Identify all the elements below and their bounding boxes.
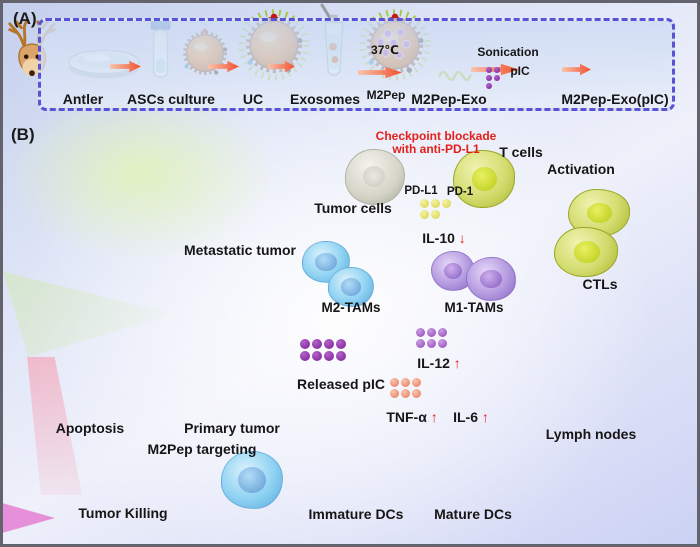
tnf-label: TNF-α ↑: [386, 409, 438, 425]
checkpoint-label-line1: Checkpoint blockade: [375, 129, 497, 143]
il12-up-arrow: ↑: [453, 355, 461, 371]
m2-tam-cell: [302, 241, 350, 283]
checkpoint-label-line2: with anti-PD-L1: [392, 142, 480, 156]
mature-dcs-label: Mature DCs: [434, 506, 512, 522]
t-cells-label: T cells: [499, 144, 543, 160]
released-pic-label: Released pIC: [297, 376, 385, 392]
process-arrow-icon: [208, 60, 239, 73]
pic-dots-icon: [486, 67, 507, 89]
il12-text: IL-12: [417, 355, 450, 371]
ctls-label: CTLs: [582, 276, 618, 292]
process-arrow-icon: [110, 60, 141, 73]
panel-b-label: (B): [11, 125, 35, 144]
panel-a-dashed-box: [38, 18, 675, 111]
step-label-exosomes: Exosomes: [289, 91, 361, 107]
il6-text: IL-6: [453, 409, 478, 425]
il6-up-arrow: ↑: [481, 409, 489, 425]
lymph-nodes-label: Lymph nodes: [545, 426, 637, 442]
tumor-killing-label: Tumor Killing: [78, 505, 168, 521]
released-pic-dots: [300, 339, 346, 361]
il10-dots: [420, 199, 454, 219]
m2-tam-cell: [328, 267, 374, 307]
pink-arrow-beam: [3, 503, 55, 533]
green-glow: [3, 86, 277, 262]
step-label-antler: Antler: [62, 91, 104, 107]
tumor-cells-label: Tumor cells: [314, 200, 392, 216]
primary-tumor-label: Primary tumor: [184, 420, 280, 436]
process-arrow-icon: [562, 63, 591, 76]
il12-dots: [416, 328, 452, 348]
immature-dcs-label: Immature DCs: [308, 506, 404, 522]
m1-tam-cell: [466, 257, 516, 301]
pic-label: pIC: [510, 64, 530, 78]
activation-label: Activation: [547, 161, 615, 177]
t-cell-illustration: [453, 150, 515, 208]
step-label-uc: UC: [242, 91, 264, 107]
m2-tams-label: M2-TAMs: [321, 300, 381, 315]
il10-down-arrow: ↓: [458, 230, 466, 246]
pd-1-label: PD-1: [446, 186, 474, 198]
green-beam: [3, 271, 173, 357]
m1-tams-label: M1-TAMs: [444, 300, 504, 315]
tnf-up-arrow: ↑: [430, 409, 438, 425]
temp-37c-label: 37℃: [371, 43, 399, 57]
il6-dots: [450, 375, 484, 395]
metastatic-tumor-label: Metastatic tumor: [183, 242, 297, 258]
process-arrow-icon: [358, 66, 402, 79]
ctl-cell-illustration: [554, 227, 618, 277]
tumor-cell-illustration: [345, 149, 405, 205]
m2pep-targeting-label: M2Pep targeting: [147, 441, 257, 457]
panel-a-label: (A): [13, 9, 37, 28]
tnf-text: TNF-α: [386, 409, 427, 425]
apoptosis-label: Apoptosis: [55, 420, 125, 436]
step-label-m2pep-exo: M2Pep-Exo: [411, 91, 487, 107]
targeted-m2-cell: [221, 451, 283, 509]
pd-l1-label: PD-L1: [404, 185, 438, 197]
step-label-ascs-culture: ASCs culture: [127, 91, 215, 107]
il6-label: IL-6 ↑: [453, 409, 489, 425]
sonication-label: Sonication: [477, 45, 539, 59]
il12-label: IL-12 ↑: [417, 355, 461, 371]
step-label-m2pep-exo-pic: M2Pep-Exo(pIC): [561, 91, 669, 107]
process-arrow-icon: [268, 60, 295, 73]
tnf-dots: [390, 378, 424, 398]
il10-label: IL-10 ↓: [422, 230, 466, 246]
primary-tumor-illustration: [469, 541, 637, 547]
m2pep-label: M2Pep: [366, 88, 406, 102]
il10-text: IL-10: [422, 230, 455, 246]
